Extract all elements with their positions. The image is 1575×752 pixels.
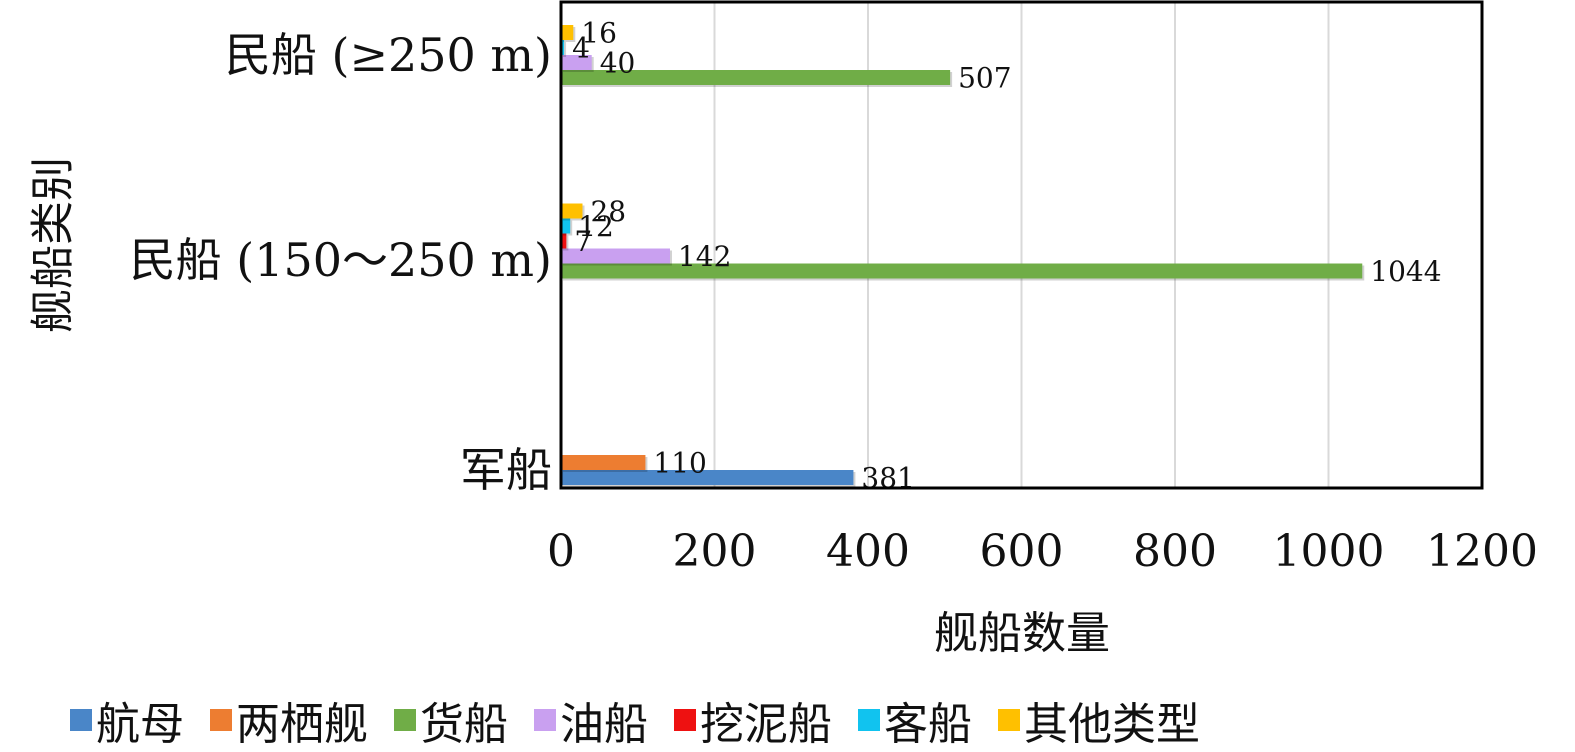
legend-swatch bbox=[998, 709, 1020, 731]
data-label: 4 bbox=[572, 32, 590, 65]
legend-swatch bbox=[534, 709, 556, 731]
x-tick-label: 600 bbox=[980, 526, 1064, 577]
x-tick-label: 800 bbox=[1133, 526, 1217, 577]
data-label: 110 bbox=[653, 447, 706, 480]
data-label: 507 bbox=[958, 62, 1011, 95]
legend-item: 挖泥船 bbox=[674, 688, 832, 752]
bar-挖泥船 bbox=[561, 233, 567, 249]
bar-油船 bbox=[561, 248, 670, 264]
legend-swatch bbox=[394, 709, 416, 731]
bar-货船 bbox=[561, 70, 951, 85]
legend-item: 航母 bbox=[70, 688, 184, 752]
legend-item: 货船 bbox=[394, 688, 508, 752]
x-tick-label: 1000 bbox=[1273, 526, 1385, 577]
legend-swatch bbox=[674, 709, 696, 731]
x-tick-labels: 0 200 400 600 800 1000 1200 bbox=[547, 526, 1538, 577]
legend-label: 航母 bbox=[96, 699, 184, 750]
y-category-label: 民船 (≥250 m) bbox=[225, 28, 552, 82]
data-label: 1044 bbox=[1370, 255, 1441, 288]
legend-label: 挖泥船 bbox=[700, 699, 832, 750]
legend-item: 油船 bbox=[534, 688, 648, 752]
bar-shadow bbox=[563, 42, 567, 57]
data-label: 142 bbox=[678, 240, 731, 273]
bar-油船 bbox=[561, 55, 592, 70]
y-axis-title: 舰船类别 bbox=[28, 157, 79, 333]
legend-swatch bbox=[210, 709, 232, 731]
bars bbox=[561, 25, 1365, 487]
y-category-label: 民船 (150～250 m) bbox=[130, 233, 552, 287]
bar-航母 bbox=[561, 470, 854, 485]
legend-label: 其他类型 bbox=[1024, 699, 1200, 750]
legend-swatch bbox=[70, 709, 92, 731]
bar-客船 bbox=[561, 218, 571, 234]
data-label: 12 bbox=[578, 210, 614, 243]
bar-其他类型 bbox=[561, 203, 583, 219]
x-tick-label: 400 bbox=[826, 526, 910, 577]
data-label: 40 bbox=[600, 47, 636, 80]
legend-label: 货船 bbox=[420, 699, 508, 750]
data-label: 16 bbox=[581, 17, 617, 50]
bar-两栖舰 bbox=[561, 455, 646, 470]
plot-frame bbox=[559, 0, 1484, 490]
legend-label: 油船 bbox=[560, 699, 648, 750]
bar-其他类型 bbox=[561, 25, 574, 40]
legend-item: 客船 bbox=[858, 688, 972, 752]
x-tick-label: 0 bbox=[547, 526, 575, 577]
legend-label: 两栖舰 bbox=[236, 699, 368, 750]
legend-label: 客船 bbox=[884, 699, 972, 750]
y-category-label: 军船 bbox=[460, 443, 552, 497]
legend-item: 其他类型 bbox=[998, 688, 1200, 752]
x-tick-label: 1200 bbox=[1426, 526, 1538, 577]
bar-货船 bbox=[561, 263, 1363, 279]
legend: 航母 两栖舰 货船 油船 挖泥船 客船 其他类型 bbox=[70, 688, 1200, 752]
legend-item: 两栖舰 bbox=[210, 688, 368, 752]
data-label: 381 bbox=[861, 462, 914, 495]
data-label: 28 bbox=[590, 195, 626, 228]
x-axis-title: 舰船数量 bbox=[934, 608, 1110, 659]
data-label: 7 bbox=[574, 225, 592, 258]
x-tick-label: 200 bbox=[673, 526, 757, 577]
bar-客船 bbox=[561, 40, 565, 55]
legend-swatch bbox=[858, 709, 880, 731]
y-category-labels: 军船 民船 (150～250 m) 民船 (≥250 m) bbox=[130, 28, 552, 497]
